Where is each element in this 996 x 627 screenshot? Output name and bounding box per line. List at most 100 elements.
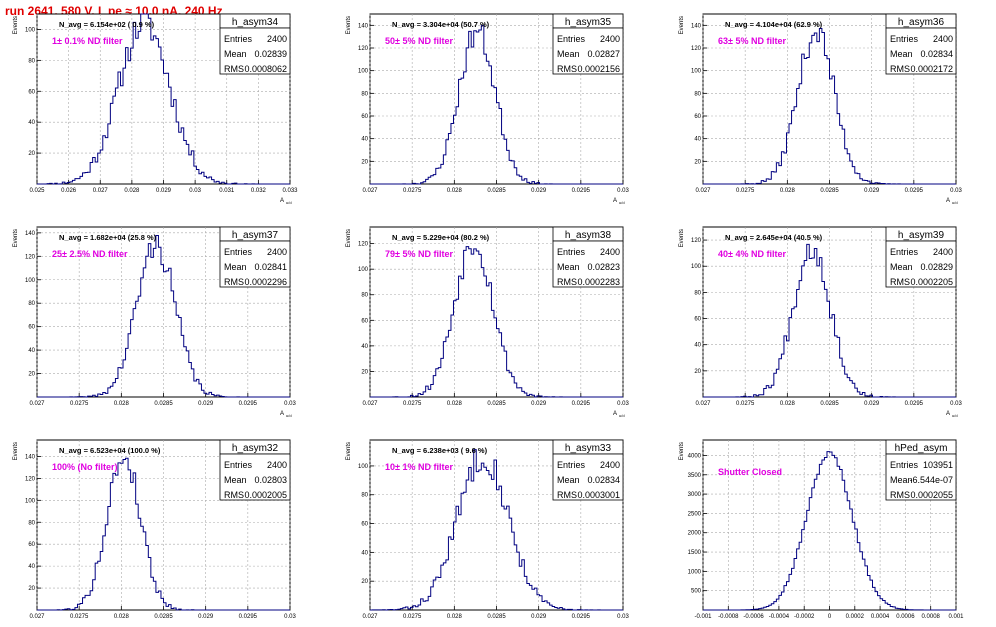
stats-value: 0.0002296 <box>244 277 287 287</box>
histogram-line <box>37 457 290 611</box>
x-tick-label: -0.001 <box>694 614 712 620</box>
histogram-line <box>703 451 957 611</box>
x-tick-label: 0.029 <box>531 614 547 620</box>
y-tick-label: 100 <box>358 267 369 273</box>
y-tick-label: 2000 <box>688 531 702 537</box>
stats-label: RMS <box>224 64 244 74</box>
x-tick-label: 0.025 <box>29 188 45 194</box>
y-tick-label: 60 <box>28 542 35 548</box>
histogram-name: h_asym38 <box>565 230 612 241</box>
stats-value: 0.0008062 <box>244 64 287 74</box>
histogram-panel-h_asym32: 0.027 0.0275 0.028 0.0285 0.029 0.0295 0.03 20 4… <box>13 439 296 627</box>
x-tick-label: 0.029 <box>864 401 880 407</box>
stats-value: 0.02829 <box>920 262 953 272</box>
y-tick-label: 80 <box>694 290 701 296</box>
x-tick-label: 0.0295 <box>572 614 591 620</box>
stats-label: Entries <box>557 34 586 44</box>
x-tick-label: 0.03 <box>950 401 962 407</box>
stats-label: Entries <box>557 247 586 257</box>
x-tick-label: 0.0275 <box>70 401 89 407</box>
filter-annotation: 25± 2.5% ND filter <box>52 249 128 259</box>
stats-value: 0.02841 <box>254 262 287 272</box>
x-tick-label: -0.0004 <box>769 614 790 620</box>
stats-box <box>552 240 624 288</box>
y-axis-label: Events <box>679 442 685 460</box>
x-tick-label: 0 <box>828 614 832 620</box>
x-tick-label: 0.028 <box>114 401 130 407</box>
filter-annotation: 40± 4% ND filter <box>718 249 786 259</box>
y-tick-label: 120 <box>25 254 36 260</box>
x-tick-label: 0.0004 <box>871 614 890 620</box>
x-tick-label: 0.028 <box>124 188 140 194</box>
x-tick-label: 0.0002 <box>846 614 865 620</box>
histogram-name: h_asym32 <box>232 443 279 454</box>
y-axis-label: Events <box>13 229 19 247</box>
x-tick-label: 0.0006 <box>896 614 915 620</box>
x-tick-label: 0.027 <box>362 401 378 407</box>
stats-value: 0.0002172 <box>910 64 953 74</box>
y-tick-label: 40 <box>694 343 701 349</box>
x-axis-label-subscript: u/d <box>952 413 958 418</box>
x-tick-label: 0.0295 <box>572 401 591 407</box>
y-tick-label: 60 <box>361 318 368 324</box>
stats-label: Entries <box>224 460 253 470</box>
y-axis-label: Events <box>13 16 19 34</box>
histogram-name: hPed_asym <box>895 443 948 454</box>
stats-box <box>552 453 624 501</box>
x-tick-label: 0.029 <box>864 188 880 194</box>
histogram-name: h_asym37 <box>232 230 279 241</box>
stats-value: 0.02834 <box>920 49 953 59</box>
y-tick-label: 140 <box>358 23 369 29</box>
stats-label: RMS <box>557 490 577 500</box>
y-tick-label: 120 <box>691 46 702 52</box>
navg-label: N_avg = 2.645e+04 (40.5 %) <box>725 233 823 242</box>
stats-value: 103951 <box>923 460 953 470</box>
histogram-line <box>703 27 956 185</box>
stats-label: Mean <box>890 262 913 272</box>
stats-value: 2400 <box>600 460 620 470</box>
stats-box <box>552 27 624 75</box>
y-tick-label: 80 <box>28 301 35 307</box>
filter-annotation: 100% (No filter) <box>52 462 118 472</box>
y-tick-label: 1000 <box>688 569 702 575</box>
stats-label: RMS <box>890 490 910 500</box>
stats-label: Mean <box>557 49 580 59</box>
stats-value: 0.02823 <box>587 262 620 272</box>
y-tick-label: 20 <box>694 369 701 375</box>
stats-label: RMS <box>890 277 910 287</box>
y-tick-label: 100 <box>25 278 36 284</box>
stats-value: 0.0002005 <box>244 490 287 500</box>
y-axis-label: Events <box>346 442 352 460</box>
y-tick-label: 60 <box>28 325 35 331</box>
stats-value: 0.02803 <box>254 475 287 485</box>
x-tick-label: 0.027 <box>695 188 711 194</box>
stats-label: Entries <box>557 460 586 470</box>
x-tick-label: 0.032 <box>251 188 267 194</box>
x-tick-label: 0.0295 <box>572 188 591 194</box>
stats-value: 2400 <box>933 247 953 257</box>
stats-value: 0.0002055 <box>910 490 953 500</box>
x-tick-label: 0.028 <box>780 188 796 194</box>
y-tick-label: 100 <box>691 264 702 270</box>
y-tick-label: 80 <box>361 91 368 97</box>
stats-label: Mean <box>557 475 580 485</box>
navg-label: N_avg = 4.104e+04 (62.9 %) <box>725 20 823 29</box>
x-tick-label: 0.027 <box>29 614 45 620</box>
stats-label: Entries <box>224 34 253 44</box>
x-tick-label: 0.0285 <box>820 401 839 407</box>
y-axis-label: Events <box>13 442 19 460</box>
y-tick-label: 40 <box>361 344 368 350</box>
x-tick-label: 0.028 <box>447 401 463 407</box>
x-tick-label: 0.027 <box>29 401 45 407</box>
navg-label: N_avg = 6.238e+03 ( 9.6 %) <box>392 446 488 455</box>
x-axis-label: A <box>280 198 284 204</box>
x-axis-label-subscript: u/d <box>286 200 292 205</box>
x-tick-label: 0.029 <box>198 401 214 407</box>
x-tick-label: 0.028 <box>447 614 463 620</box>
histogram-name: h_asym39 <box>898 230 945 241</box>
y-tick-label: 20 <box>361 159 368 165</box>
histogram-line <box>37 235 290 398</box>
filter-annotation: Shutter Closed <box>718 467 782 477</box>
stats-value: 2400 <box>267 460 287 470</box>
